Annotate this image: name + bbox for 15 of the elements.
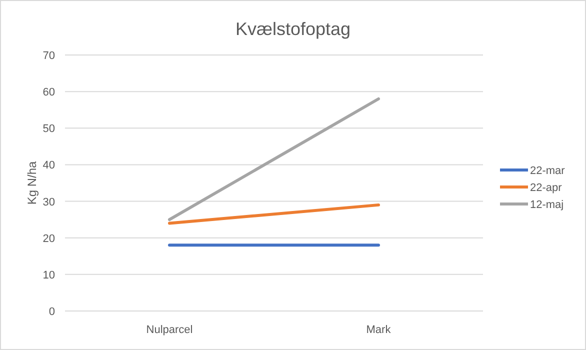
legend-label: 22-apr bbox=[530, 182, 562, 194]
y-tick-label: 40 bbox=[42, 160, 55, 172]
chart-title: Kvælstofoptag bbox=[235, 19, 351, 39]
legend-label: 12-maj bbox=[530, 199, 564, 211]
y-tick-label: 70 bbox=[42, 50, 55, 62]
legend-label: 22-mar bbox=[530, 165, 566, 177]
y-tick-label: 30 bbox=[42, 196, 55, 208]
y-tick-label: 60 bbox=[42, 86, 55, 99]
y-axis-title: Kg N/ha bbox=[25, 160, 39, 205]
x-tick-label: Nulparcel bbox=[146, 324, 193, 336]
y-tick-label: 10 bbox=[42, 269, 55, 282]
y-tick-label: 20 bbox=[42, 232, 55, 245]
y-tick-label: 50 bbox=[42, 123, 55, 136]
x-tick-label: Mark bbox=[366, 324, 392, 336]
y-tick-label: 0 bbox=[48, 306, 55, 318]
